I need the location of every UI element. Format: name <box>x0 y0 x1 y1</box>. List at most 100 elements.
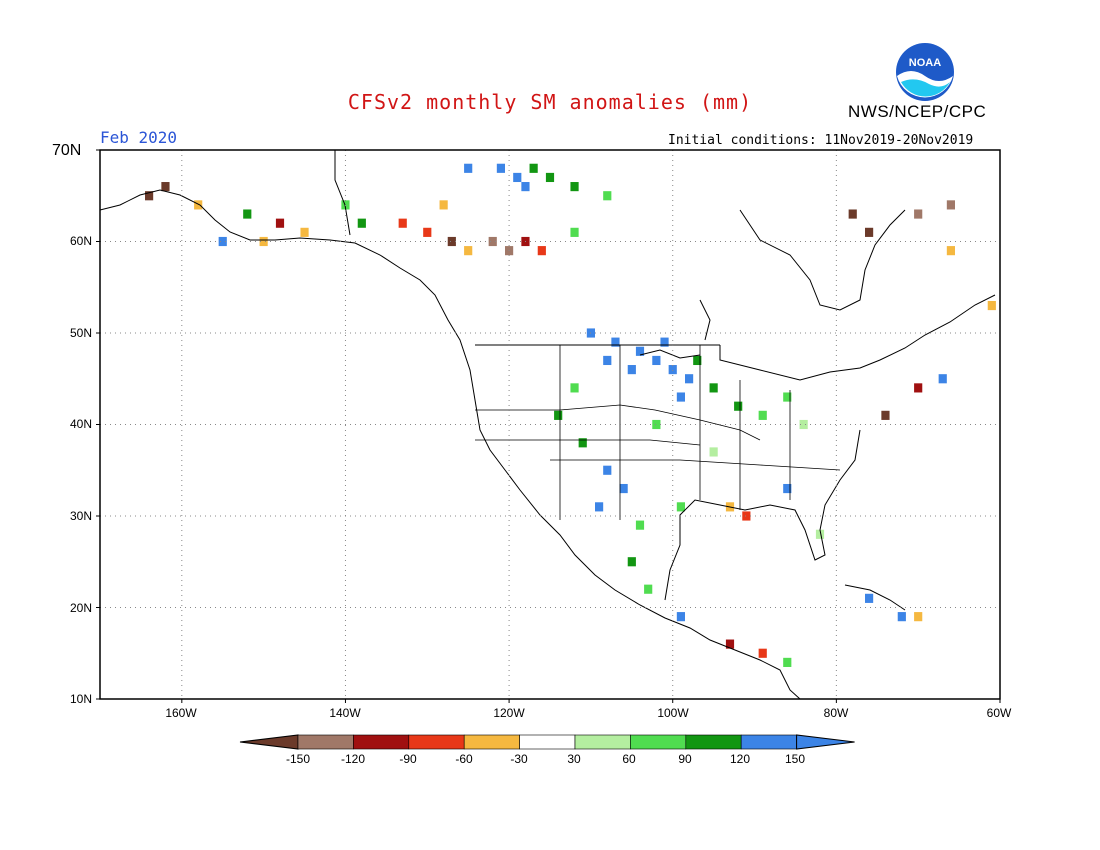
anomaly-cell <box>398 218 407 228</box>
anomaly-cell <box>685 374 694 384</box>
lon-label-120w: 120W <box>493 706 525 720</box>
colorbar-arrow-right <box>796 734 855 750</box>
colorbar-segment <box>297 734 354 750</box>
colorbar-segment <box>353 734 410 750</box>
noaa-logo: NOAA <box>895 42 955 102</box>
lat-label-10: 10N <box>69 692 92 706</box>
anomaly-cell <box>881 410 890 420</box>
political-borders <box>475 345 841 520</box>
anomaly-cell <box>783 657 792 667</box>
anomaly-cell <box>243 209 252 219</box>
anomaly-cell <box>709 383 718 393</box>
colorbar-label-neg120: -120 <box>340 752 366 766</box>
anomaly-cell <box>578 438 587 448</box>
lat-label-20: 20N <box>69 601 92 615</box>
colorbar-label-60: 60 <box>622 752 636 766</box>
anomaly-cell <box>603 355 612 366</box>
anomaly-cell <box>521 182 530 192</box>
anomaly-cell <box>570 227 579 237</box>
colorbar-label-neg30: -30 <box>510 752 528 766</box>
anomaly-cell <box>865 227 874 237</box>
anomaly-cell <box>300 227 309 237</box>
anomaly-cell <box>447 236 456 247</box>
colorbar-segment <box>685 734 742 750</box>
lon-label-160w: 160W <box>165 706 197 720</box>
anomaly-cell <box>603 465 612 475</box>
agency-label: NWS/NCEP/CPC <box>848 102 987 121</box>
anomaly-cell <box>619 483 628 494</box>
lon-label-60w: 60W <box>986 706 1012 720</box>
anomaly-cell <box>799 419 808 430</box>
anomaly-cell <box>464 163 473 173</box>
logo-text: NOAA <box>909 57 941 69</box>
anomaly-cell <box>194 200 203 210</box>
anomaly-cell <box>914 383 923 393</box>
anomaly-cell <box>627 365 636 375</box>
anomaly-cell <box>439 200 448 210</box>
anomaly-cell <box>914 209 923 219</box>
lat-label-70: 70N <box>52 142 82 159</box>
anomaly-cell <box>423 227 432 237</box>
anomaly-cell <box>537 246 546 256</box>
colorbar-segment <box>463 734 520 750</box>
colorbar-label-120: 120 <box>729 752 751 766</box>
anomaly-cell <box>570 182 579 192</box>
anomaly-cell <box>946 246 955 256</box>
anomaly-cell <box>693 355 702 366</box>
anomaly-cell <box>652 419 661 430</box>
graticule <box>100 150 1000 699</box>
anomaly-cell <box>529 163 538 173</box>
anomaly-cell <box>734 401 743 411</box>
anomaly-cell <box>488 236 497 247</box>
anomaly-cell <box>496 163 505 173</box>
anomaly-cell <box>709 447 718 457</box>
axis-ticks <box>96 149 1001 703</box>
lat-label-30: 30N <box>69 509 92 523</box>
lon-label-100w: 100W <box>657 706 689 720</box>
valid-month: Feb 2020 <box>100 128 178 147</box>
anomaly-cell <box>635 520 645 530</box>
anomaly-cell <box>554 410 563 420</box>
anomaly-cell <box>627 557 636 567</box>
page-title: CFSv2 monthly SM anomalies (mm) <box>347 90 753 114</box>
anomaly-cell <box>652 355 661 366</box>
anomaly-cell <box>848 209 857 219</box>
anomaly-cell <box>676 612 685 622</box>
colorbar-segment <box>574 734 631 750</box>
anomaly-cell <box>668 365 677 375</box>
colorbar-segment <box>630 734 687 750</box>
anomaly-cell <box>946 200 955 210</box>
anomaly-cell <box>938 374 947 384</box>
colorbar-label-neg60: -60 <box>455 752 473 766</box>
anomaly-cell <box>676 392 685 402</box>
anomaly-cell <box>742 511 751 521</box>
lon-label-140w: 140W <box>329 706 361 720</box>
anomaly-cell <box>635 346 645 356</box>
anomaly-cell <box>914 612 923 622</box>
lat-label-60: 60N <box>69 234 92 248</box>
lat-label-50: 50N <box>69 326 92 340</box>
anomaly-cell <box>357 218 366 228</box>
anomaly-cell <box>660 337 669 347</box>
anomaly-cell <box>676 502 685 512</box>
anomaly-cell <box>815 529 825 539</box>
colorbar-label-neg150: -150 <box>285 752 311 766</box>
anomaly-cell <box>897 612 906 622</box>
anomaly-cell <box>218 236 227 247</box>
anomaly-cell <box>783 392 792 402</box>
colorbar-label-90: 90 <box>678 752 692 766</box>
anomaly-cell <box>259 236 268 247</box>
anomaly-cell <box>725 639 735 649</box>
colorbar-segment <box>740 734 797 750</box>
anomaly-cell <box>145 191 154 201</box>
anomaly-cell <box>758 410 767 420</box>
colorbar-label-neg90: -90 <box>399 752 417 766</box>
coastlines <box>99 150 996 700</box>
lon-label-80w: 80W <box>823 706 849 720</box>
anomaly-cell <box>570 383 579 393</box>
anomaly-cell <box>644 584 653 594</box>
colorbar-label-30: 30 <box>567 752 581 766</box>
anomaly-cell <box>987 300 996 311</box>
